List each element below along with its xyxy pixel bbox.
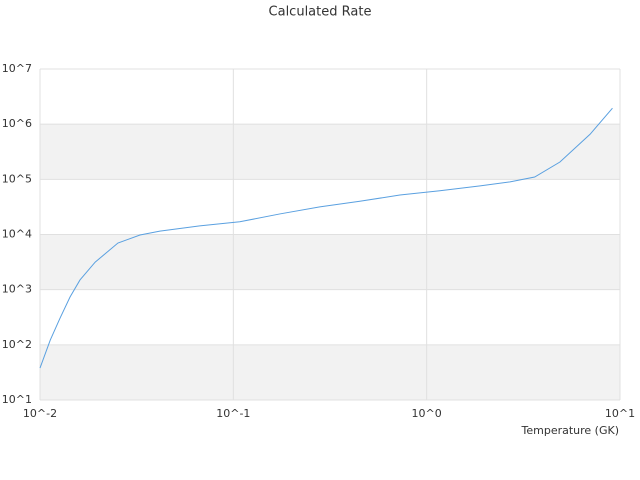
y-tick-label: 10^4 [2, 228, 32, 241]
y-tick-label: 10^3 [2, 283, 32, 296]
grid-band [40, 124, 620, 180]
x-axis-label: Temperature (GK) [521, 424, 620, 437]
y-tick-label: 10^2 [2, 338, 32, 351]
x-tick-label: 10^-1 [216, 407, 250, 420]
x-tick-label: 10^0 [412, 407, 442, 420]
grid-band [40, 234, 620, 290]
plot-background [40, 124, 620, 400]
x-tick-label: 10^-2 [23, 407, 57, 420]
y-tick-label: 10^5 [2, 172, 32, 185]
y-tick-label: 10^6 [2, 117, 32, 130]
x-tick-label: 10^1 [605, 407, 635, 420]
y-tick-label: 10^7 [2, 62, 32, 75]
grid-band [40, 344, 620, 400]
y-tick-label: 10^1 [2, 393, 32, 406]
chart-title: Calculated Rate [269, 5, 372, 20]
line-series [39, 107, 613, 369]
